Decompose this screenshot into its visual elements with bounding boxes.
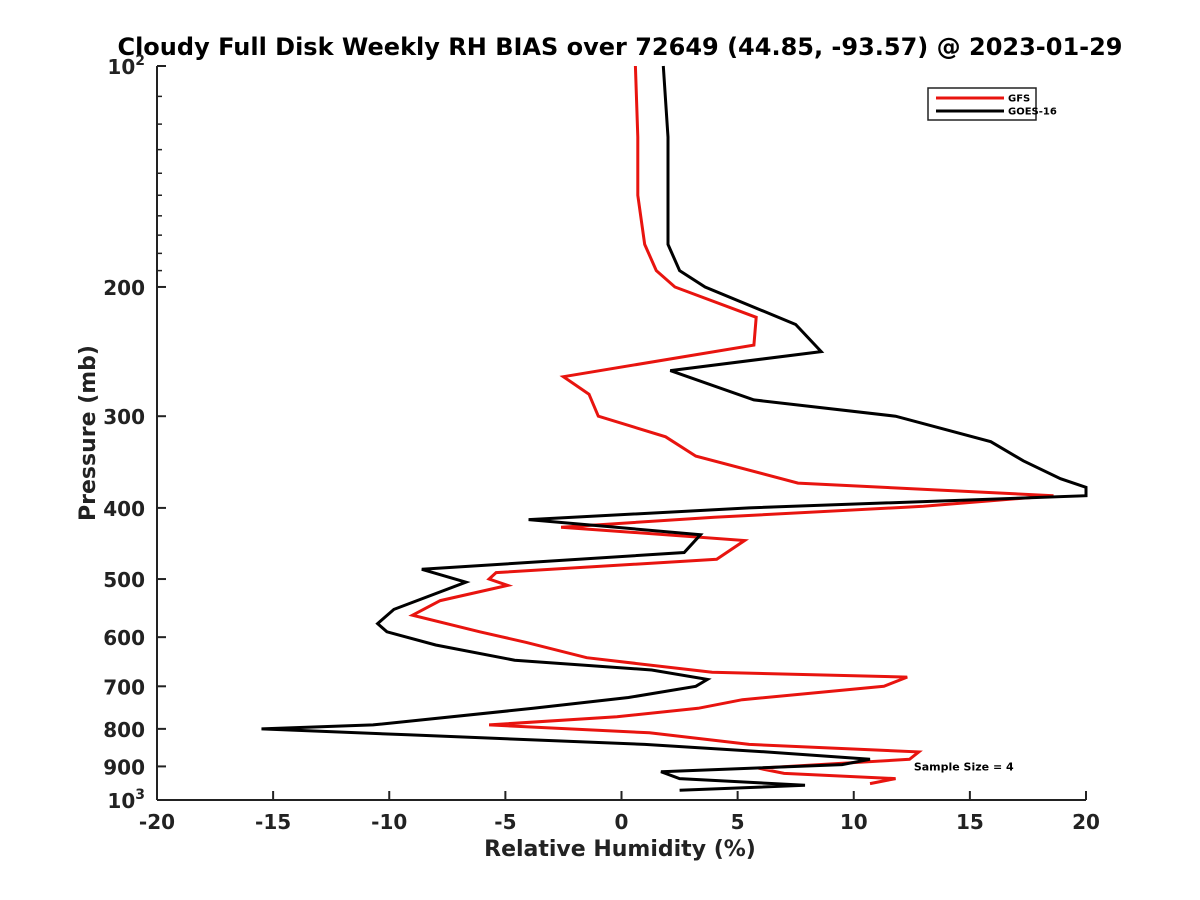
- chart-title: Cloudy Full Disk Weekly RH BIAS over 726…: [117, 33, 1122, 61]
- y-tick-label: 300: [103, 405, 145, 429]
- x-axis-label: Relative Humidity (%): [484, 837, 756, 862]
- series-layer: [261, 65, 1088, 792]
- x-tick-label: 5: [731, 810, 745, 834]
- y-tick-label: 900: [103, 755, 145, 779]
- y-axis-label: Pressure (mb): [76, 345, 101, 521]
- y-tick-label: 200: [103, 276, 145, 300]
- annotation-layer: Sample Size = 4: [914, 760, 1014, 773]
- legend-label: GFS: [1008, 94, 1030, 105]
- y-tick-label: 700: [103, 675, 145, 699]
- x-tick-label: -5: [494, 810, 516, 834]
- x-tick-label: -20: [139, 810, 175, 834]
- x-tick-label: -15: [255, 810, 291, 834]
- annotation-text: Sample Size = 4: [914, 760, 1014, 773]
- legend-label: GOES-16: [1008, 107, 1057, 118]
- y-tick-label: 500: [103, 568, 145, 592]
- y-tick-label: 800: [103, 718, 145, 742]
- x-tick-label: -10: [371, 810, 407, 834]
- x-tick-label: 0: [615, 810, 629, 834]
- legend: GFS GOES-16: [927, 87, 1057, 121]
- x-tick-label: 15: [956, 810, 984, 834]
- y-tick-label: 600: [103, 626, 145, 650]
- series-line-goes-16: [261, 65, 1088, 792]
- y-tick-label: 103: [107, 787, 145, 813]
- y-tick-exponent: 2: [135, 53, 145, 69]
- y-tick-label: 400: [103, 497, 145, 521]
- x-tick-label: 20: [1072, 810, 1100, 834]
- y-tick-exponent: 3: [135, 787, 145, 803]
- series-line-gfs: [408, 65, 1054, 786]
- y-tick-label: 102: [107, 53, 145, 79]
- legend-box: [927, 87, 1037, 121]
- x-tick-label: 10: [840, 810, 868, 834]
